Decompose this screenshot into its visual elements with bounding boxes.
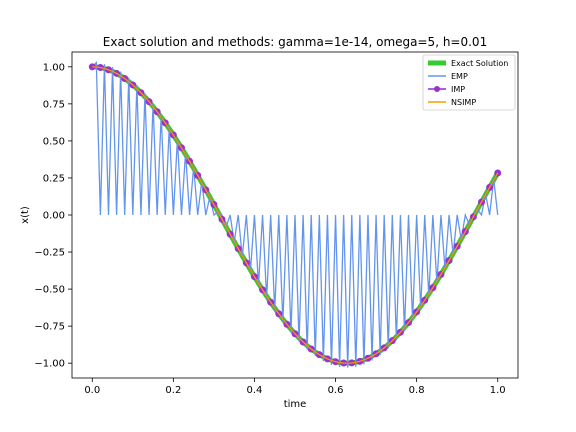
y-tick-label: −0.25 <box>34 248 65 259</box>
plot-area <box>71 51 519 379</box>
legend-label-exact-solution: Exact Solution <box>451 59 508 68</box>
x-axis: 0.0 0.2 0.4 0.6 0.8 1.0 <box>84 378 506 396</box>
legend-label-imp: IMP <box>451 85 465 94</box>
x-tick-label: 0.2 <box>165 385 181 396</box>
y-tick-label: 0.00 <box>43 211 65 222</box>
y-axis-label: x(t) <box>20 206 31 224</box>
y-tick-label: 0.50 <box>43 136 65 147</box>
x-tick-label: 0.0 <box>84 385 100 396</box>
y-tick-label: 0.75 <box>43 99 65 110</box>
chart-title: Exact solution and methods: gamma=1e-14,… <box>103 35 487 49</box>
legend-box <box>422 54 516 111</box>
y-tick-label: 0.25 <box>43 173 65 184</box>
legend-items: Exact Solution EMP IMP NSIMP <box>428 59 508 107</box>
x-tick-label: 0.4 <box>247 385 263 396</box>
x-tick-label: 0.8 <box>409 385 425 396</box>
x-tick-label: 1.0 <box>490 385 506 396</box>
legend-label-emp: EMP <box>451 72 468 81</box>
legend-marker-imp <box>434 86 440 92</box>
series-layer <box>88 60 502 368</box>
series-point-imp <box>494 169 502 177</box>
x-axis-label: time <box>284 399 307 410</box>
y-tick-label: −0.50 <box>34 285 65 296</box>
legend-label-nsimp: NSIMP <box>451 98 476 107</box>
y-tick-label: −1.00 <box>34 359 65 370</box>
y-axis: −1.00 −0.75 −0.50 −0.25 0.00 0.25 0.50 0.75 1.00 <box>34 62 72 370</box>
series-line-emp <box>91 60 499 368</box>
y-tick-label: −0.75 <box>34 322 65 333</box>
legend: Exact Solution EMP IMP NSIMP <box>422 54 516 111</box>
x-tick-label: 0.6 <box>328 385 344 396</box>
series-line-nsimp <box>92 66 499 364</box>
y-tick-label: 1.00 <box>43 62 65 73</box>
